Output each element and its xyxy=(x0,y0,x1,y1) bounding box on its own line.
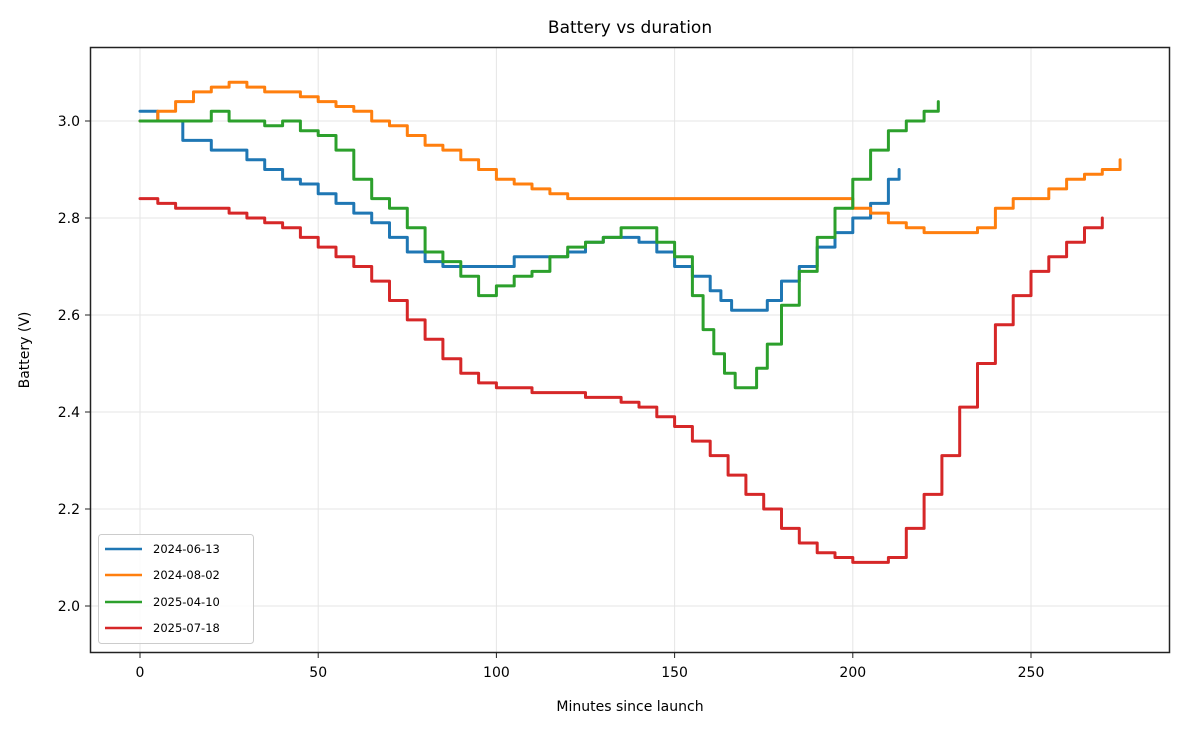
grid-lines xyxy=(90,47,1170,653)
legend-box xyxy=(98,534,254,644)
chart-title: Battery vs duration xyxy=(548,18,712,38)
series-line-2025-04-10 xyxy=(138,100,940,390)
y-axis-label: Battery (V) xyxy=(17,312,33,389)
legend-label: 2025-07-18 xyxy=(153,621,220,635)
x-tick-label: 50 xyxy=(309,665,327,681)
y-tick-label: 2.2 xyxy=(58,502,80,518)
x-axis-ticks: 0 50 100 150 200 250 xyxy=(136,653,1045,681)
y-tick-label: 2.8 xyxy=(58,211,80,227)
x-tick-label: 200 xyxy=(839,665,866,681)
y-tick-label: 2.6 xyxy=(58,308,80,324)
x-tick-label: 0 xyxy=(136,665,145,681)
series-line-2024-08-02 xyxy=(138,80,1122,235)
x-tick-label: 100 xyxy=(483,665,510,681)
plot-frame xyxy=(89,46,1171,654)
y-tick-label: 3.0 xyxy=(58,114,80,130)
x-tick-label: 150 xyxy=(661,665,688,681)
legend-entry-2025-04-10: 2025-04-10 xyxy=(105,595,220,609)
y-tick-label: 2.0 xyxy=(58,599,80,615)
legend-entry-2024-06-13: 2024-06-13 xyxy=(105,542,220,556)
legend: 2024-06-13 2024-08-02 2025-04-10 2025-07… xyxy=(98,534,254,644)
x-axis-label: Minutes since launch xyxy=(556,699,703,715)
x-tick-label: 250 xyxy=(1018,665,1045,681)
series-lines xyxy=(138,80,1122,564)
legend-label: 2024-06-13 xyxy=(153,542,220,556)
y-tick-label: 2.4 xyxy=(58,405,80,421)
legend-label: 2024-08-02 xyxy=(153,568,220,582)
legend-entry-2025-07-18: 2025-07-18 xyxy=(105,621,220,635)
y-axis-ticks: 2.0 2.2 2.4 2.6 2.8 3.0 xyxy=(58,114,90,615)
legend-label: 2025-04-10 xyxy=(153,595,220,609)
legend-entry-2024-08-02: 2024-08-02 xyxy=(105,568,220,582)
series-line-2025-07-18 xyxy=(138,197,1104,564)
